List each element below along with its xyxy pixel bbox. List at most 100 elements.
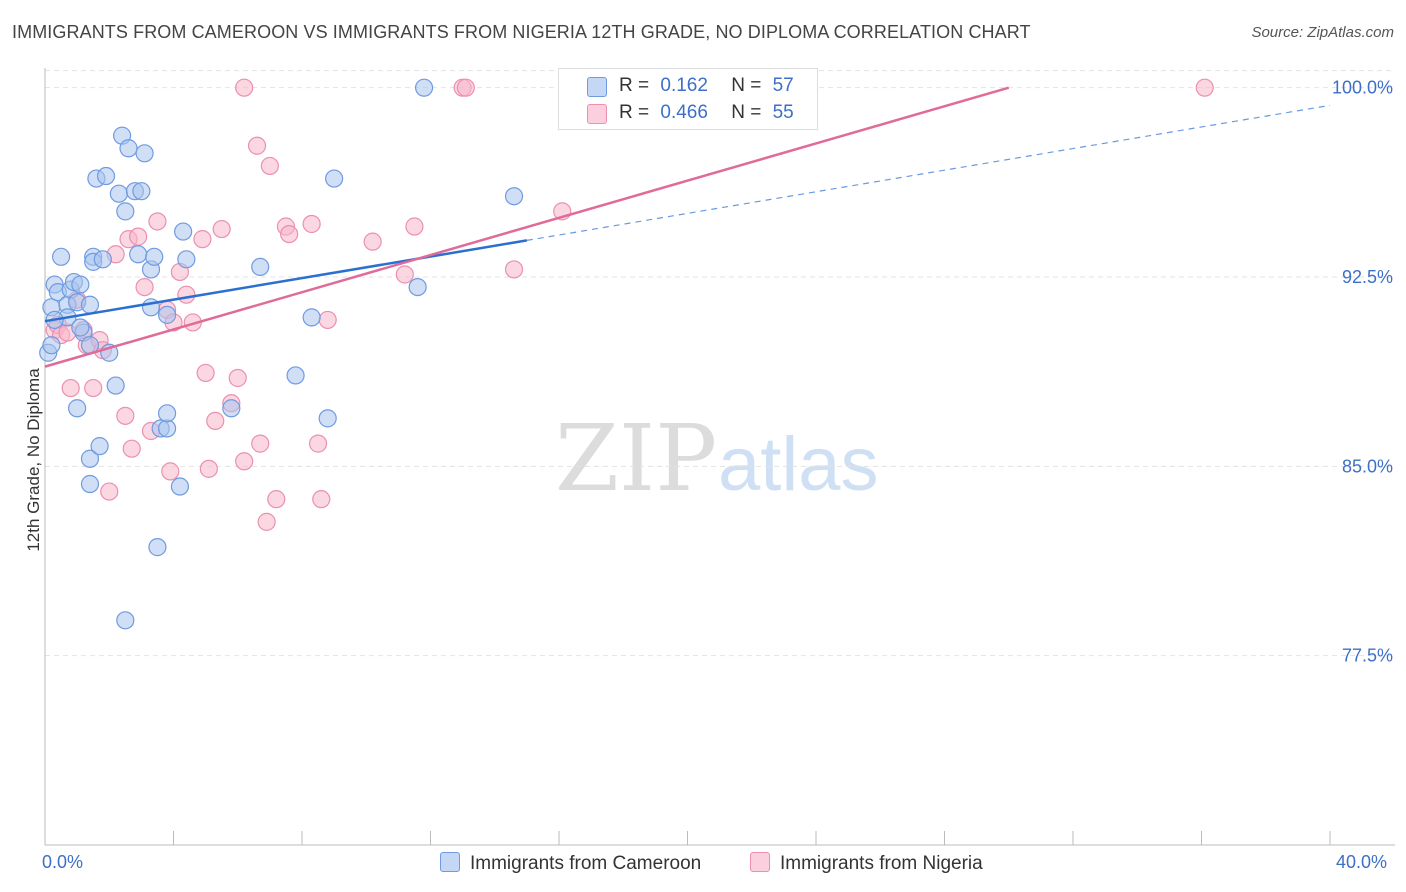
nigeria-point: [257, 512, 276, 531]
cameroon-point: [71, 318, 90, 337]
nigeria-point: [61, 378, 80, 398]
y-axis-label: 12th Grade, No Diploma: [24, 368, 43, 552]
cameroon-point: [414, 78, 434, 97]
legend-r-label: R =: [619, 102, 650, 123]
cameroon-point: [157, 404, 177, 423]
nigeria-point: [177, 285, 196, 304]
cameroon-point: [408, 278, 427, 297]
cameroon-point: [222, 399, 241, 418]
cameroon-swatch-icon: [587, 77, 607, 97]
cameroon-point: [96, 166, 116, 186]
nigeria-point: [135, 278, 154, 297]
y-tick-label: 77.5%: [1342, 646, 1393, 666]
nigeria-point: [235, 452, 254, 471]
cameroon-point: [80, 474, 100, 494]
bottom-legend-nigeria-label: Immigrants from Nigeria: [780, 853, 983, 874]
legend-n-label: N =: [731, 75, 762, 96]
nigeria-point: [100, 482, 119, 501]
correlation-legend: R = 0.162 N = 57 R = 0.466 N = 55: [558, 68, 818, 130]
cameroon-point: [68, 399, 87, 418]
bottom-legend-cameroon-label: Immigrants from Cameroon: [470, 853, 702, 874]
cameroon-point: [145, 247, 164, 266]
cameroon-point: [157, 419, 177, 438]
nigeria-point: [363, 232, 382, 251]
nigeria-point: [212, 219, 231, 239]
cameroon-point: [116, 611, 135, 630]
cameroon-point: [325, 169, 344, 188]
nigeria-point: [318, 310, 337, 330]
cameroon-point: [116, 202, 135, 221]
cameroon-point: [318, 409, 337, 428]
cameroon-point: [71, 275, 90, 294]
y-tick-label: 100.0%: [1332, 78, 1393, 98]
cameroon-point: [157, 305, 177, 324]
nigeria-point: [312, 490, 331, 509]
nigeria-trend-line: [44, 86, 1010, 368]
nigeria-point: [235, 78, 254, 97]
nigeria-point: [504, 260, 524, 279]
cameroon-point: [119, 139, 138, 158]
watermark-atlas: atlas: [718, 422, 879, 507]
legend-n-value: 55: [772, 102, 794, 123]
nigeria-point: [193, 230, 212, 249]
chart-title: IMMIGRANTS FROM CAMEROON VS IMMIGRANTS F…: [12, 22, 1031, 42]
nigeria-point: [148, 212, 167, 231]
nigeria-point: [129, 227, 148, 246]
cameroon-point: [504, 187, 524, 206]
watermark-zip: ZIP: [555, 405, 717, 512]
cameroon-point: [135, 144, 154, 163]
cameroon-point: [286, 366, 305, 385]
nigeria-point: [122, 439, 141, 458]
nigeria-point: [308, 434, 328, 453]
nigeria-point: [116, 406, 135, 425]
nigeria-point: [247, 136, 267, 155]
cameroon-point: [93, 250, 112, 269]
legend-n-value: 57: [772, 75, 794, 96]
cameroon-point: [129, 245, 148, 264]
nigeria-point: [196, 363, 215, 383]
cameroon-point: [109, 184, 128, 203]
cameroon-point: [174, 222, 193, 241]
cameroon-point: [148, 538, 167, 557]
cameroon-point: [80, 449, 100, 468]
nigeria-point: [228, 368, 247, 388]
nigeria-point: [84, 378, 103, 398]
cameroon-point: [302, 308, 321, 327]
cameroon-point: [251, 257, 270, 277]
nigeria-point: [405, 217, 424, 236]
source-credit: Source: ZipAtlas.com: [1251, 24, 1394, 41]
nigeria-swatch-icon: [587, 104, 607, 124]
cameroon-point: [80, 295, 100, 314]
cameroon-point: [51, 247, 71, 266]
cameroon-trend-line: [44, 239, 528, 323]
nigeria-swatch-icon: [750, 852, 770, 872]
legend-r-value: 0.466: [660, 102, 708, 123]
bottom-legend-nigeria: Immigrants from Nigeria: [750, 852, 983, 875]
nigeria-point: [302, 214, 321, 234]
cameroon-trend-extension: [526, 104, 1331, 241]
x-tick-label-max: 40.0%: [1336, 852, 1388, 872]
nigeria-point: [161, 462, 180, 481]
nigeria-point: [260, 156, 279, 176]
legend-n-label: N =: [731, 102, 762, 123]
nigeria-point: [251, 434, 270, 453]
cameroon-swatch-icon: [440, 852, 460, 872]
bottom-legend-cameroon: Immigrants from Cameroon: [440, 852, 701, 875]
nigeria-point: [267, 490, 286, 509]
y-tick-label: 92.5%: [1342, 267, 1393, 287]
y-tick-label: 85.0%: [1342, 456, 1393, 476]
cameroon-point: [132, 182, 151, 201]
x-tick-label-min: 0.0%: [42, 852, 84, 872]
nigeria-point: [199, 459, 218, 478]
nigeria-point: [280, 224, 299, 244]
cameroon-point: [177, 250, 196, 269]
legend-r-label: R =: [619, 75, 650, 96]
nigeria-point: [395, 265, 414, 284]
nigeria-point: [206, 411, 225, 430]
cameroon-point: [106, 376, 125, 395]
cameroon-point: [42, 336, 61, 355]
legend-r-value: 0.162: [660, 75, 708, 96]
cameroon-point: [170, 477, 190, 496]
nigeria-point: [456, 78, 475, 97]
